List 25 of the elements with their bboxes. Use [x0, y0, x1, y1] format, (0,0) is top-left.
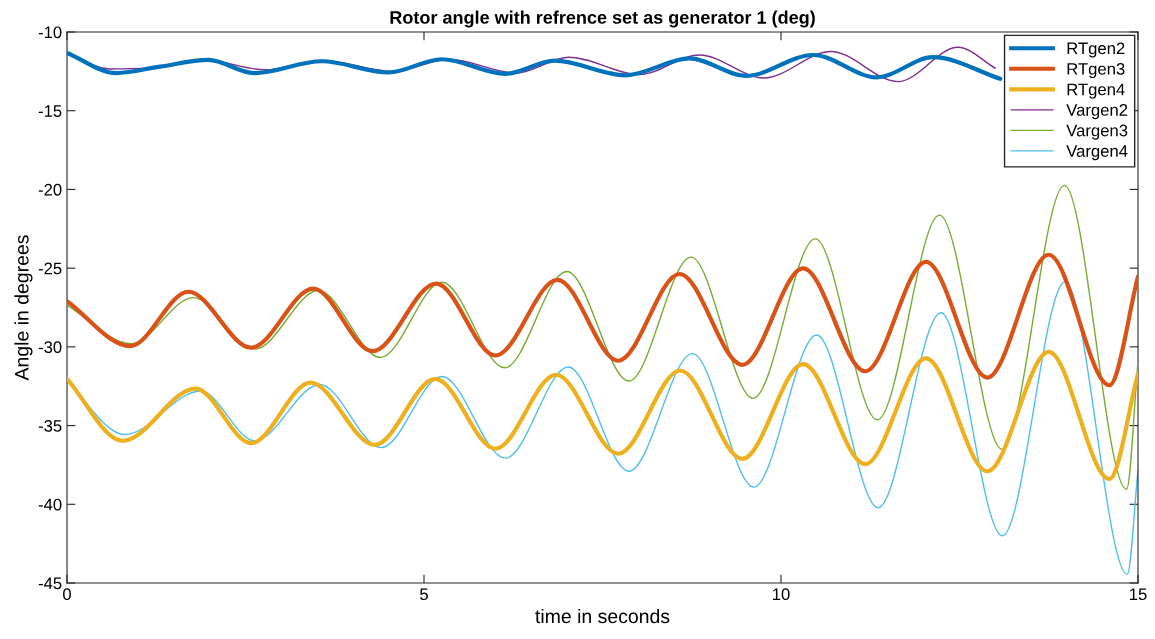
line-series [67, 349, 1138, 482]
y-tick-label: -45 [38, 577, 62, 590]
y-tick-label: -10 [38, 26, 62, 39]
line-series [67, 184, 1138, 491]
y-tick-label: -20 [38, 183, 62, 196]
line-series [67, 50, 1003, 81]
y-tick-label: -40 [38, 498, 62, 511]
x-axis-title: time in seconds [535, 608, 670, 624]
legend-label: Vargen3 [1066, 124, 1128, 140]
x-tick-label: 0 [63, 588, 71, 601]
legend-label: RTgen4 [1067, 83, 1125, 99]
y-axis-title: Angle in degrees [14, 235, 33, 381]
line-series [67, 252, 1138, 388]
legend-label: RTgen2 [1067, 42, 1125, 58]
legend-label: Vargen4 [1066, 145, 1128, 161]
y-tick-label: -15 [38, 105, 62, 117]
x-tick-label: 15 [1130, 588, 1147, 601]
chart-title: Rotor angle with refrence set as generator 1 (deg) [390, 10, 815, 28]
y-tick-label: -30 [38, 341, 62, 354]
y-tick-label: -35 [38, 419, 62, 432]
legend-label: Vargen2 [1066, 104, 1128, 120]
y-tick-label: -25 [38, 262, 62, 275]
x-tick-label: 10 [773, 588, 790, 601]
legend-label: RTgen3 [1067, 62, 1125, 79]
x-tick-label: 5 [420, 588, 428, 601]
